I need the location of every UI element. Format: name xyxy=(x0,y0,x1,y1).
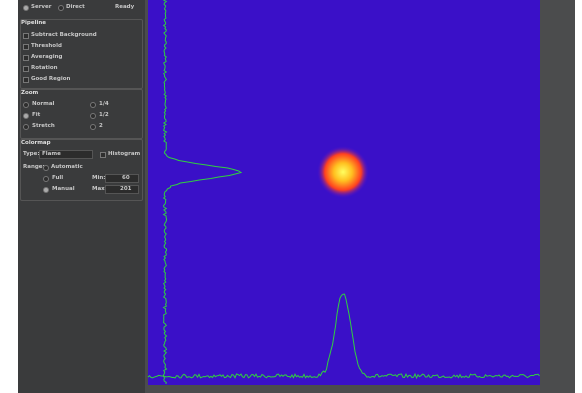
radio-label[interactable]: Automatic xyxy=(51,164,83,171)
radio[interactable] xyxy=(23,113,29,119)
source-b[interactable]: Direct xyxy=(66,4,85,11)
source-a[interactable]: Server xyxy=(31,4,51,11)
radio-label[interactable]: 1/2 xyxy=(99,112,109,119)
radio-label[interactable]: Stretch xyxy=(32,123,55,130)
checkbox[interactable] xyxy=(23,55,29,61)
radio[interactable] xyxy=(43,165,49,171)
checkbox[interactable] xyxy=(23,66,29,72)
checkbox-label[interactable]: Rotation xyxy=(31,65,58,72)
group-title: Zoom xyxy=(21,90,38,97)
radio[interactable] xyxy=(23,102,29,108)
status: Ready xyxy=(115,4,134,11)
label: Min: xyxy=(92,175,105,182)
checkbox-label[interactable]: Averaging xyxy=(31,54,62,61)
app-window: Server Direct Ready Pipeline Subtract Ba… xyxy=(0,0,582,393)
image-canvas xyxy=(145,0,575,393)
label: Range: xyxy=(23,164,45,171)
beam-spot xyxy=(317,146,369,198)
checkbox-label[interactable]: Threshold xyxy=(31,43,62,50)
checkbox[interactable] xyxy=(23,44,29,50)
radio[interactable] xyxy=(23,5,29,11)
side-panel: Server Direct Ready Pipeline Subtract Ba… xyxy=(18,0,145,393)
radio[interactable] xyxy=(23,124,29,130)
label: Type: xyxy=(23,151,40,158)
spin-value[interactable]: 201 xyxy=(120,186,131,193)
group-title: Pipeline xyxy=(21,20,46,27)
radio-label[interactable]: 1/4 xyxy=(99,101,109,108)
checkbox-label[interactable]: Subtract Background xyxy=(31,32,97,39)
checkbox[interactable] xyxy=(23,77,29,83)
radio[interactable] xyxy=(58,5,64,11)
checkbox-label[interactable]: Good Region xyxy=(31,76,70,83)
checkbox[interactable] xyxy=(100,152,106,158)
image-view xyxy=(145,0,575,393)
group-title: Colormap xyxy=(21,140,51,147)
checkbox-label[interactable]: Histogram xyxy=(108,151,140,158)
radio[interactable] xyxy=(43,187,49,193)
radio-label[interactable]: Manual xyxy=(52,186,75,193)
radio[interactable] xyxy=(90,113,96,119)
spin-value[interactable]: 60 xyxy=(122,175,130,182)
radio-label[interactable]: Normal xyxy=(32,101,54,108)
radio[interactable] xyxy=(90,102,96,108)
radio-label[interactable]: 2 xyxy=(99,123,103,130)
radio-label[interactable]: Fit xyxy=(32,112,40,119)
checkbox[interactable] xyxy=(23,33,29,39)
radio-label[interactable]: Full xyxy=(52,175,63,182)
radio[interactable] xyxy=(43,176,49,182)
radio[interactable] xyxy=(90,124,96,130)
combo-value[interactable]: Flame xyxy=(42,151,61,158)
